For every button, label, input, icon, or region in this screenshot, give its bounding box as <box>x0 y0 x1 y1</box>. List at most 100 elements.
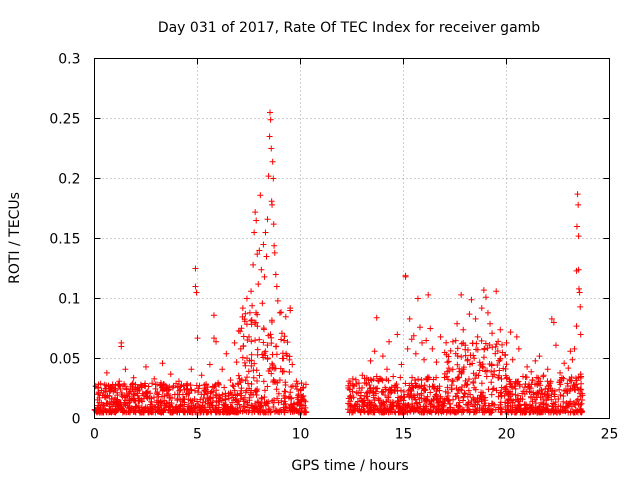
roti-point <box>216 392 223 399</box>
roti-point <box>251 229 258 236</box>
roti-point <box>416 324 423 331</box>
roti-point <box>159 360 166 367</box>
x-tick-label: 5 <box>193 427 202 443</box>
roti-point <box>454 345 461 352</box>
roti-point <box>274 395 281 402</box>
roti-point <box>268 145 275 152</box>
roti-point <box>530 389 537 396</box>
roti-point <box>402 401 409 408</box>
roti-point <box>465 387 472 394</box>
roti-point <box>180 396 187 403</box>
roti-point <box>115 381 122 388</box>
roti-point <box>242 362 249 369</box>
roti-point <box>414 405 421 412</box>
roti-point <box>382 392 389 399</box>
roti-point <box>578 386 585 393</box>
roti-point <box>410 392 417 399</box>
roti-point <box>206 361 213 368</box>
roti-point <box>566 387 573 394</box>
roti-point <box>408 380 415 387</box>
roti-point <box>254 346 261 353</box>
roti-point <box>273 343 280 350</box>
roti-point <box>544 378 551 385</box>
roti-point <box>278 309 285 316</box>
roti-point <box>452 408 459 415</box>
roti-point <box>217 395 224 402</box>
roti-point <box>488 391 495 398</box>
roti-point <box>486 341 493 348</box>
roti-point <box>478 396 485 403</box>
roti-point <box>377 375 384 382</box>
roti-point <box>160 381 167 388</box>
roti-point <box>421 386 428 393</box>
roti-point <box>469 340 476 347</box>
roti-point <box>422 407 429 414</box>
roti-point <box>193 289 200 296</box>
roti-point <box>561 387 568 394</box>
roti-point <box>170 382 177 389</box>
roti-point <box>461 390 468 397</box>
roti-point <box>478 389 485 396</box>
data-points <box>91 109 586 416</box>
roti-point <box>452 409 459 416</box>
roti-point <box>370 409 377 416</box>
roti-point <box>280 368 287 375</box>
roti-point <box>480 287 487 294</box>
roti-point <box>477 392 484 399</box>
roti-point <box>512 396 519 403</box>
roti-point <box>242 377 249 384</box>
roti-point <box>243 295 250 302</box>
roti-point <box>243 374 250 381</box>
roti-point <box>378 409 385 416</box>
plot-frame <box>94 58 610 419</box>
roti-point <box>492 350 499 357</box>
roti-point <box>464 357 471 364</box>
roti-point <box>409 374 416 381</box>
roti-point <box>281 395 288 402</box>
roti-point <box>468 296 475 303</box>
roti-point <box>227 377 234 384</box>
roti-point <box>295 396 302 403</box>
roti-point <box>550 319 557 326</box>
roti-point <box>372 402 379 409</box>
roti-point <box>367 376 374 383</box>
roti-point <box>236 401 243 408</box>
roti-point <box>361 408 368 415</box>
roti-point <box>544 393 551 400</box>
roti-point <box>254 351 261 358</box>
roti-point <box>239 354 246 361</box>
roti-point <box>103 369 110 376</box>
roti-point <box>488 379 495 386</box>
roti-point <box>411 377 418 384</box>
roti-point <box>494 362 501 369</box>
roti-point <box>461 390 468 397</box>
roti-point <box>364 399 371 406</box>
roti-point <box>508 407 515 414</box>
roti-point <box>213 397 220 404</box>
roti-point <box>565 409 572 416</box>
roti-point <box>269 351 276 358</box>
roti-point <box>391 387 398 394</box>
roti-point <box>160 407 167 414</box>
roti-point <box>500 365 507 372</box>
roti-point <box>163 400 170 407</box>
roti-point <box>486 402 493 409</box>
roti-point <box>388 389 395 396</box>
roti-point <box>493 387 500 394</box>
roti-point <box>198 372 205 379</box>
roti-point <box>240 402 247 409</box>
roti-point <box>246 397 253 404</box>
roti-point <box>141 405 148 412</box>
roti-point <box>452 337 459 344</box>
roti-point <box>443 339 450 346</box>
roti-point <box>395 405 402 412</box>
roti-point <box>264 355 271 362</box>
roti-point <box>254 398 261 405</box>
roti-point <box>296 409 303 416</box>
roti-point <box>184 381 191 388</box>
roti-point <box>100 401 107 408</box>
roti-point <box>497 326 504 333</box>
roti-point <box>270 404 277 411</box>
roti-point <box>517 395 524 402</box>
roti-point <box>185 396 192 403</box>
